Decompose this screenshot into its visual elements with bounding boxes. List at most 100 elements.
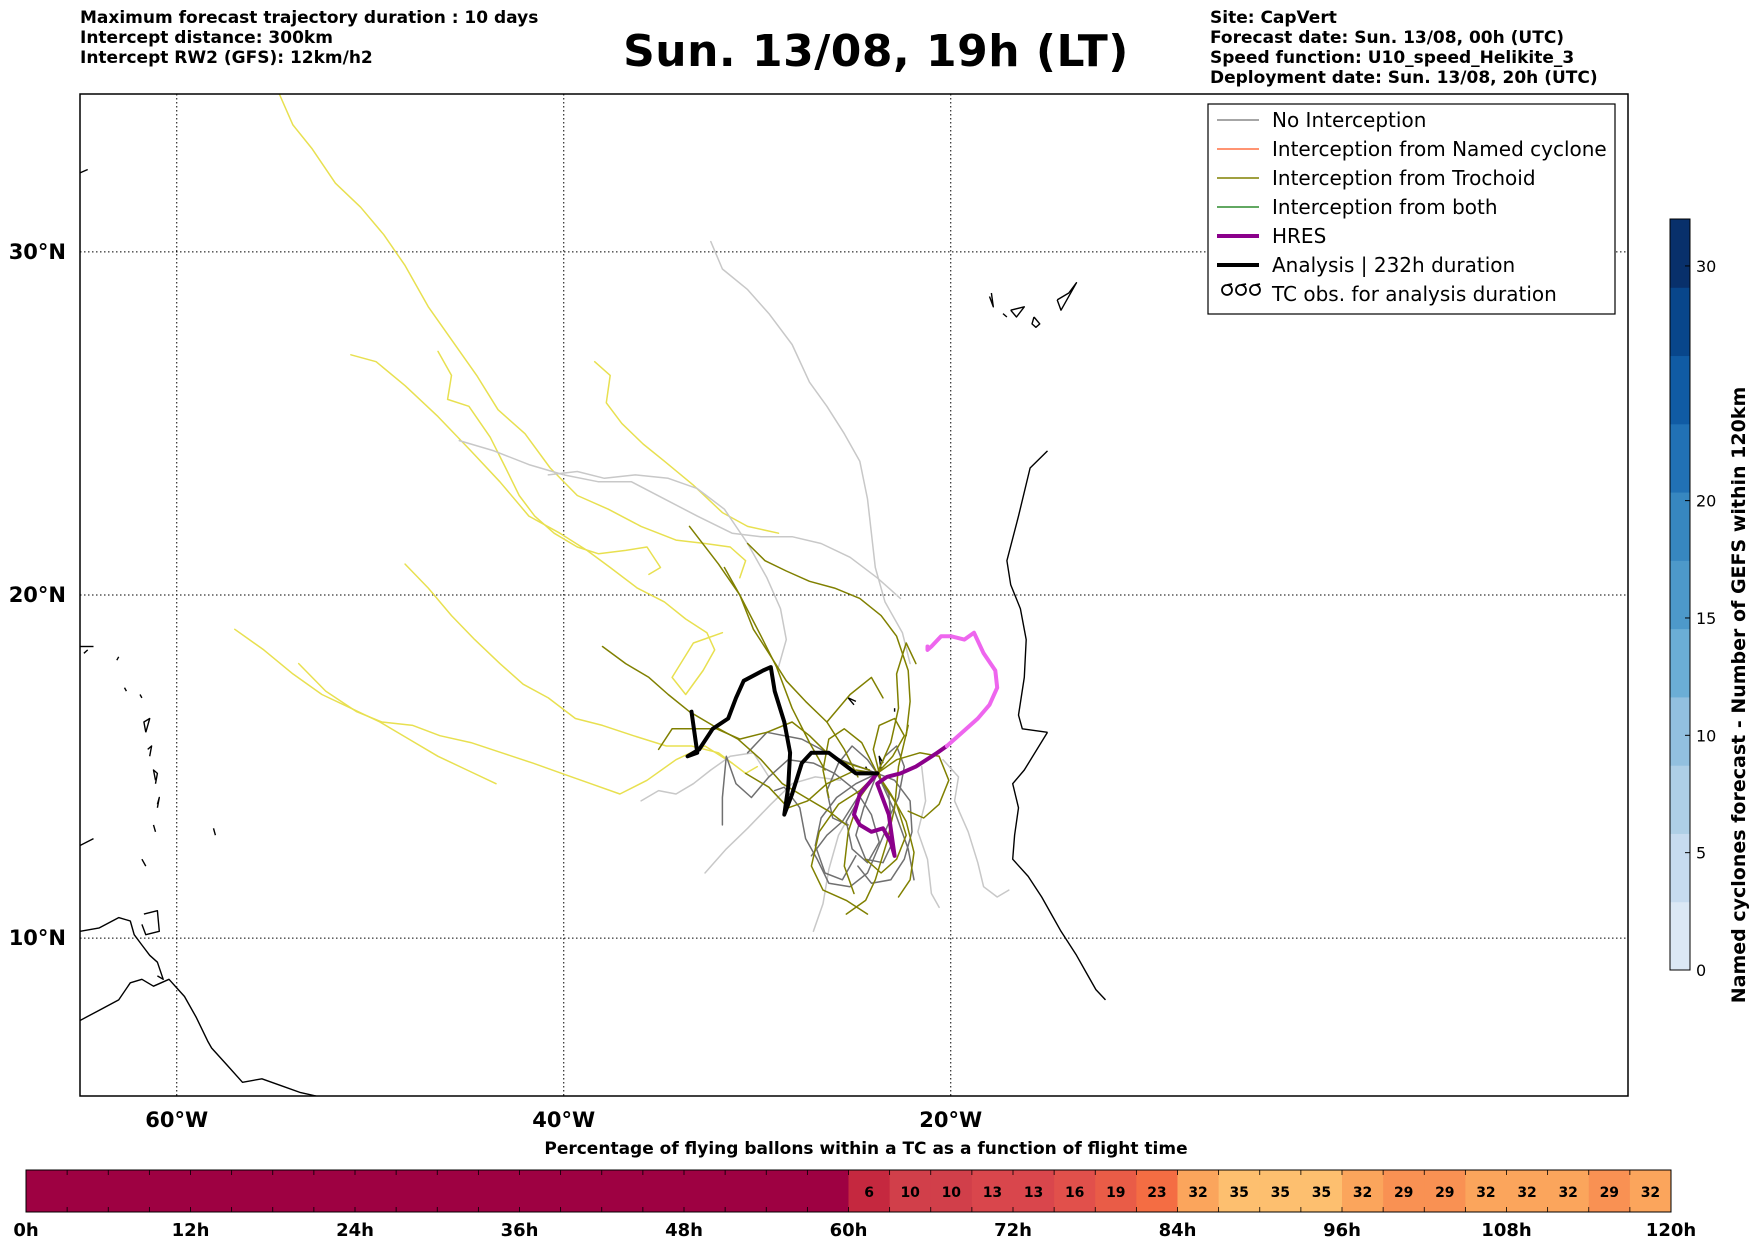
horizontal-colorbar-cell: [971, 1170, 1014, 1212]
coastline-segment: [156, 796, 161, 808]
horizontal-colorbar-tick-label: 120h: [1646, 1220, 1696, 1241]
horizontal-colorbar-cell-value: 32: [1188, 1185, 1207, 1201]
trajectory-yellow: [437, 350, 662, 576]
trajectory-interception-trochoid: [876, 752, 950, 819]
trajectory-no-interception-light: [547, 470, 788, 668]
deployment-date-text: Deployment date: Sun. 13/08, 20h (UTC): [1210, 68, 1598, 88]
vertical-colorbar-tick-label: 15: [1696, 609, 1716, 628]
trajectory-no-interception-light: [917, 765, 940, 909]
forecast-date-text: Forecast date: Sun. 13/08, 00h (UTC): [1210, 28, 1565, 48]
horizontal-colorbar-tick-label: 48h: [665, 1220, 703, 1241]
trajectory-interception-trochoid: [723, 566, 859, 778]
vertical-colorbar-tick-label: 30: [1696, 257, 1716, 276]
legend: No Interception Interception from Named c…: [1207, 103, 1616, 315]
horizontal-colorbar-cell-value: 10: [942, 1185, 962, 1201]
trajectory-no-interception-light: [704, 776, 842, 874]
trajectory-no-interception: [855, 772, 894, 864]
horizontal-colorbar-cell-value: 29: [1600, 1185, 1619, 1201]
vertical-colorbar-segment: [1670, 765, 1690, 834]
horizontal-colorbar-cell: [1547, 1170, 1590, 1212]
coastline-segment: [83, 649, 89, 654]
coastline-segment: [143, 717, 151, 733]
horizontal-colorbar-cell-value: 16: [1065, 1185, 1084, 1201]
coastline-segment: [80, 916, 164, 980]
horizontal-colorbar-tick-label: 108h: [1481, 1220, 1531, 1241]
vertical-colorbar-frame: [1669, 218, 1691, 971]
horizontal-colorbar-cell-value: 32: [1353, 1185, 1372, 1201]
coastline-segment: [80, 837, 94, 847]
trajectory-no-interception: [826, 745, 878, 826]
trajectory-interception-trochoid: [845, 724, 909, 915]
horizontal-colorbar-cell: [1136, 1170, 1178, 1212]
trajectory-interception-trochoid: [601, 645, 848, 826]
vertical-colorbar-tick-label: 0: [1696, 961, 1706, 980]
intercept-distance-text: Intercept distance: 300km: [80, 28, 333, 48]
lon-tick-label: 40°W: [532, 1108, 595, 1132]
vertical-colorbar-tick-label: 5: [1696, 844, 1706, 863]
coastline-segment: [1012, 731, 1107, 1001]
legend-box: [1207, 103, 1616, 315]
vertical-colorbar-segment: [1670, 901, 1690, 971]
horizontal-colorbar-cell-value: 10: [900, 1185, 920, 1201]
horizontal-colorbar-tick-label: 36h: [501, 1220, 539, 1241]
trajectory-hres-late: [925, 630, 1000, 748]
horizontal-colorbar-cell-value: 32: [1641, 1185, 1660, 1201]
horizontal-colorbar-cell: [1629, 1170, 1672, 1212]
trajectory-yellow: [404, 563, 759, 775]
horizontal-colorbar-cell: [1259, 1170, 1302, 1212]
horizontal-colorbar-cell-value: 13: [983, 1185, 1002, 1201]
header-right-info: Site: CapVert Forecast date: Sun. 13/08,…: [1210, 8, 1598, 88]
tc-symbol-icon: [1235, 283, 1247, 296]
legend-label: Interception from Named cyclone: [1272, 137, 1607, 161]
horizontal-colorbar-cell: [1300, 1170, 1343, 1212]
horizontal-colorbar-cell: [1095, 1170, 1137, 1212]
coastline-segment: [152, 824, 157, 832]
trajectory-no-interception: [876, 772, 915, 881]
horizontal-colorbar-zero-region: [26, 1170, 849, 1212]
horizontal-colorbar-tick-label: 84h: [1159, 1220, 1197, 1241]
legend-label: TC obs. for analysis duration: [1271, 282, 1557, 306]
trajectory-yellow: [297, 662, 733, 795]
map-axis-labels: 60°W 40°W 20°W 30°N 20°N 10°N: [9, 240, 983, 1132]
trajectory-interception-trochoid: [810, 772, 878, 915]
horizontal-colorbar-cell-value: 35: [1271, 1185, 1290, 1201]
legend-label: Analysis | 232h duration: [1272, 253, 1515, 277]
vertical-colorbar-segment: [1670, 833, 1690, 903]
horizontal-colorbar-cell-value: 32: [1517, 1185, 1536, 1201]
vertical-colorbar-tick-label: 20: [1696, 492, 1716, 511]
horizontal-colorbar-tick-label: 0h: [13, 1220, 38, 1241]
horizontal-colorbar-cell-value: 35: [1312, 1185, 1331, 1201]
vertical-colorbar-segment: [1670, 219, 1690, 288]
horizontal-colorbar-title: Percentage of flying ballons within a TC…: [544, 1139, 1187, 1159]
horizontal-colorbar-cell: [1588, 1170, 1631, 1212]
trajectory-interception-trochoid: [826, 676, 884, 723]
trajectories: [234, 94, 1010, 933]
lat-tick-label: 20°N: [9, 583, 66, 607]
trajectory-no-interception: [814, 772, 878, 881]
tc-symbol-icon: [1221, 283, 1233, 296]
trajectory-interception-trochoid: [746, 542, 911, 737]
vertical-colorbar-segment: [1670, 492, 1690, 561]
coastline-segment: [152, 769, 159, 784]
trajectory-no-interception-light: [458, 439, 902, 600]
horizontal-colorbar-tick-label: 12h: [172, 1220, 210, 1241]
vertical-colorbar: 0 5 10 15 20 30: [1669, 218, 1716, 980]
gridlines: [80, 94, 1628, 1096]
horizontal-colorbar-frame: [25, 1169, 1672, 1213]
trajectory-analysis: [685, 665, 880, 817]
horizontal-colorbar-tick-label: 96h: [1323, 1220, 1361, 1241]
header-left-info: Maximum forecast trajectory duration : 1…: [80, 8, 538, 68]
tc-symbol-icon: [1249, 283, 1261, 296]
coastline-segment: [139, 694, 143, 699]
horizontal-colorbar-cell: [848, 1170, 891, 1212]
horizontal-colorbar-cell: [1218, 1170, 1261, 1212]
trajectory-interception-trochoid: [876, 772, 915, 898]
lat-tick-label: 10°N: [9, 926, 66, 950]
legend-label: Interception from both: [1272, 195, 1498, 219]
intercept-rw2-text: Intercept RW2 (GFS): 12km/h2: [80, 48, 373, 68]
trajectory-interception-trochoid: [744, 769, 878, 809]
coastline-segment: [1006, 450, 1048, 733]
coastline-segment: [1031, 316, 1041, 328]
coastline-segment: [141, 910, 161, 936]
coastline-segment: [988, 292, 994, 308]
